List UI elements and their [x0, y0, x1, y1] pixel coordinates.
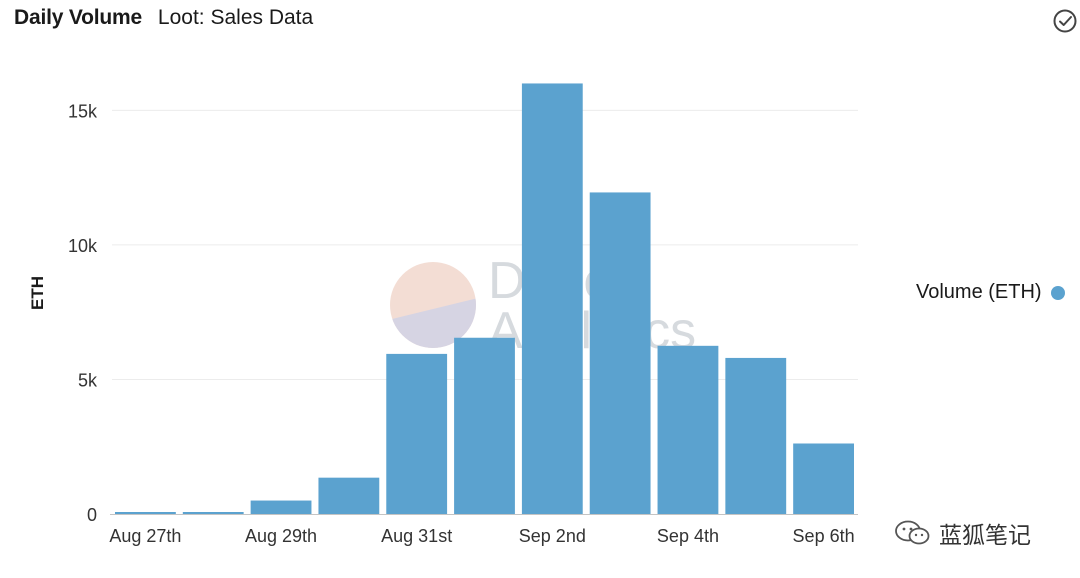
x-tick-label: Sep 4th: [657, 526, 719, 546]
bar-sep-5th[interactable]: [725, 357, 787, 514]
chart-header: Daily Volume Loot: Sales Data: [14, 6, 313, 34]
chart-title: Daily Volume: [14, 6, 142, 29]
x-tick-label: Sep 6th: [793, 526, 855, 546]
x-axis: Aug 27th Aug 29th Aug 31st Sep 2nd Sep 4th Se…: [109, 514, 858, 546]
bar-sep-4th[interactable]: [657, 345, 719, 514]
x-tick-label: Aug 31st: [381, 526, 452, 546]
wechat-icon: [895, 520, 930, 545]
legend-label: Volume (ETH): [916, 281, 1042, 303]
y-tick-label: 5k: [78, 370, 98, 390]
bar-aug-31st[interactable]: [386, 353, 448, 514]
bar-aug-30th[interactable]: [318, 477, 380, 514]
y-tick-label: 10k: [68, 236, 98, 256]
y-tick-label: 0: [87, 505, 97, 525]
chart-subtitle: Loot: Sales Data: [157, 6, 314, 29]
x-tick-label: Aug 27th: [109, 526, 181, 546]
y-axis-label: ETH: [28, 276, 47, 310]
x-tick-label: Aug 29th: [245, 526, 317, 546]
x-tick-label: Sep 2nd: [519, 526, 586, 546]
bars: [115, 83, 854, 515]
footer-mark: 蓝狐笔记: [893, 516, 1031, 550]
bar-aug-27th[interactable]: [115, 512, 176, 514]
bar-sep-3rd[interactable]: [589, 192, 651, 514]
legend[interactable]: Volume (ETH): [916, 281, 1065, 304]
bar-aug-28th[interactable]: [182, 512, 244, 514]
bar-aug-29th[interactable]: [250, 500, 312, 514]
bar-sep-6th[interactable]: [793, 443, 854, 514]
dune-logo-icon: [390, 262, 476, 348]
legend-swatch: [1050, 285, 1065, 300]
check-circle-icon[interactable]: [1052, 8, 1078, 34]
y-tick-label: 15k: [68, 101, 98, 121]
footer-label: 蓝狐笔记: [939, 522, 1031, 548]
y-axis: 0 5k 10k 15k: [68, 101, 98, 525]
bar-sep-2nd[interactable]: [521, 83, 583, 515]
bar-sep-1st[interactable]: [454, 337, 515, 514]
